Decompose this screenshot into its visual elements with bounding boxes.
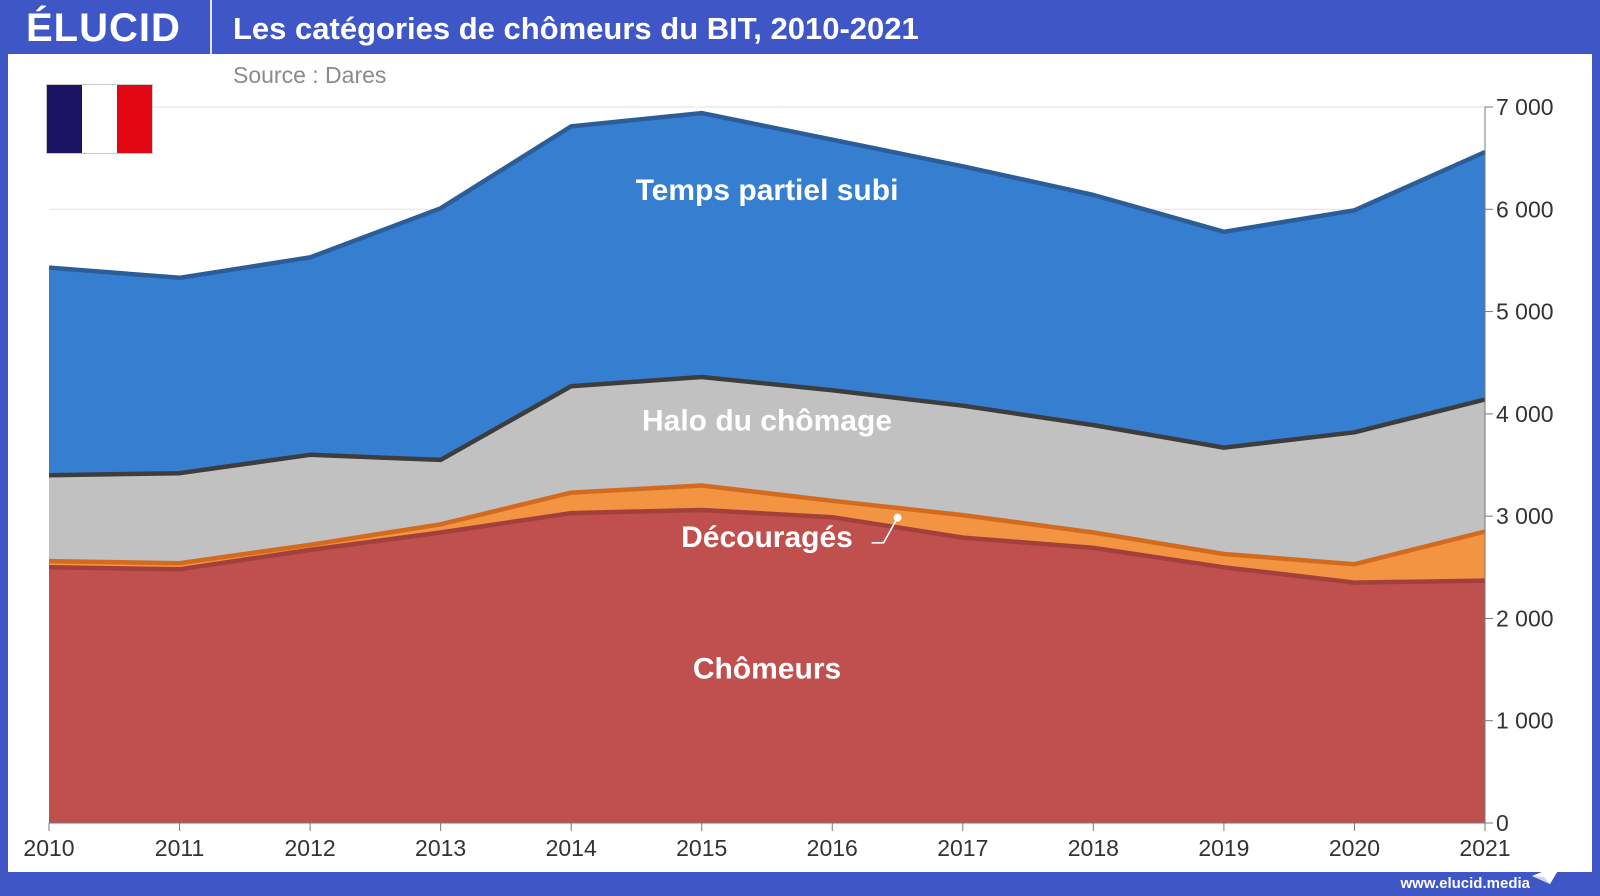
y-tick-label: 1 000 [1496,708,1554,734]
elucid-logo[interactable]: ÉLUCID [26,6,181,50]
x-tick-label: 2017 [937,835,988,861]
x-tick-label: 2020 [1329,835,1380,861]
series-label-temps-partiel: Temps partiel subi [636,174,899,207]
x-tick-label: 2019 [1198,835,1249,861]
x-tick-label: 2014 [546,835,597,861]
x-tick-label: 2013 [415,835,466,861]
series-line-chomeurs [48,507,1486,585]
series-label-decourages: Découragés [681,521,853,554]
decourages-leader-line [871,517,899,544]
x-tick-label: 2021 [1459,835,1510,861]
area-halo [49,377,1485,565]
decourages-leader-dot [893,513,902,522]
y-tick-label: 4 000 [1496,401,1554,427]
x-tick-label: 2018 [1068,835,1119,861]
flag-red-stripe [117,85,152,153]
footer-url[interactable]: www.elucid.media [1400,875,1530,892]
y-tick-label: 6 000 [1496,196,1554,222]
x-tick-label: 2011 [155,835,204,861]
x-tick-label: 2016 [807,835,858,861]
y-tick-label: 7 000 [1496,94,1554,120]
france-flag-icon [47,85,152,153]
flag-white-stripe [82,85,117,153]
x-tick-label: 2015 [676,835,727,861]
series-line-decourages [48,483,1486,567]
series-line-temps-partiel [48,110,1486,281]
paper-plane-arrow-icon [1532,864,1562,884]
area-temps-partiel [49,113,1485,476]
y-tick-label: 2 000 [1496,605,1554,631]
source-note: Source : Dares [233,62,387,88]
chart-title: Les catégories de chômeurs du BIT, 2010-… [233,11,919,46]
x-tick-label: 2010 [23,835,74,861]
header-divider [210,0,212,54]
series-label-chomeurs: Chômeurs [693,652,841,685]
y-tick-label: 3 000 [1496,503,1554,529]
header-bar: ÉLUCID Les catégories de chômeurs du BIT… [0,0,1600,54]
area-decourages [49,485,1485,583]
flag-blue-stripe [47,85,82,153]
x-tick-label: 2012 [285,835,336,861]
series-label-halo: Halo du chômage [642,404,892,437]
area-chomeurs [49,510,1485,823]
y-tick-label: 0 [1496,810,1509,836]
series-line-halo [48,374,1486,478]
y-tick-label: 5 000 [1496,299,1554,325]
